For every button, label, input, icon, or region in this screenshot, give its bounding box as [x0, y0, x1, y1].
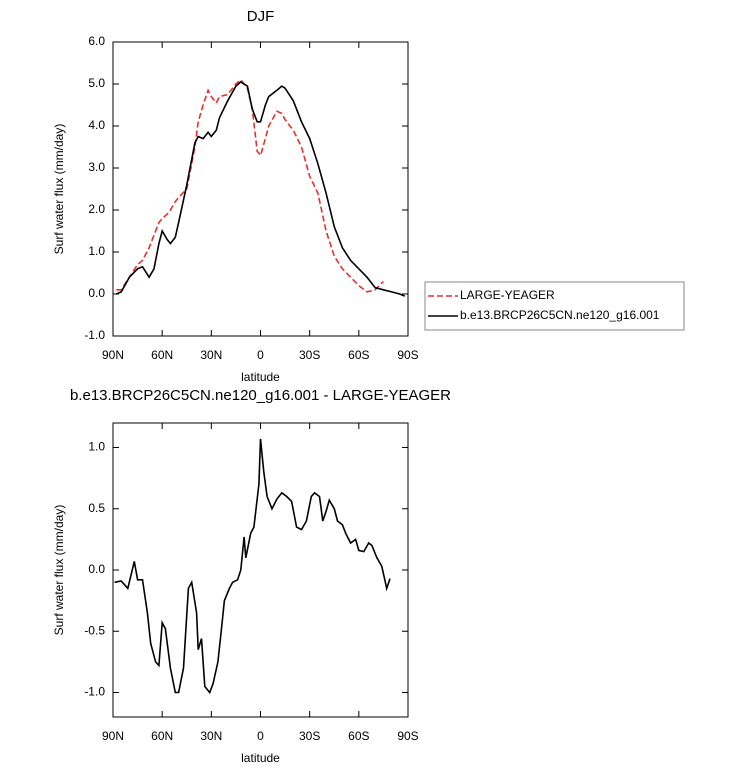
- y-tick-label: 0.0: [88, 562, 105, 576]
- x-tick-label: 0: [257, 348, 264, 362]
- y-tick-label: 1.0: [88, 440, 105, 454]
- y-tick-label: -0.5: [84, 623, 105, 637]
- y-tick-label: 4.0: [88, 118, 105, 132]
- legend-box: [424, 281, 685, 331]
- x-tick-label: 90S: [397, 729, 418, 743]
- x-tick-label: 60S: [348, 348, 369, 362]
- x-tick-label: 30S: [299, 348, 320, 362]
- y-tick-label: 6.0: [88, 34, 105, 48]
- y-tick-label: 1.0: [88, 244, 105, 258]
- x-tick-label: 30S: [299, 729, 320, 743]
- x-tick-label: 90S: [397, 348, 418, 362]
- legend-label: LARGE-YEAGER: [460, 288, 555, 302]
- x-tick-label: 90N: [102, 348, 124, 362]
- legend-label: b.e13.BRCP26C5CN.ne120_g16.001: [460, 308, 660, 322]
- x-axis-label: latitude: [241, 370, 280, 384]
- plot-frame: [112, 422, 409, 718]
- y-tick-label: -1.0: [84, 685, 105, 699]
- data-line: [116, 78, 384, 293]
- data-line: [115, 80, 406, 297]
- y-tick-label: 3.0: [88, 160, 105, 174]
- chart-title: DJF: [247, 8, 275, 25]
- x-tick-label: 30N: [200, 729, 222, 743]
- chart-title: b.e13.BRCP26C5CN.ne120_g16.001 - LARGE-Y…: [70, 387, 451, 404]
- y-tick-label: 2.0: [88, 202, 105, 216]
- x-tick-label: 0: [257, 729, 264, 743]
- y-axis-label: Surf water flux (mm/day): [52, 505, 66, 636]
- y-tick-label: 0.5: [88, 501, 105, 515]
- x-axis-label: latitude: [241, 751, 280, 765]
- y-axis-label: Surf water flux (mm/day): [52, 124, 66, 255]
- x-tick-label: 60S: [348, 729, 369, 743]
- x-tick-label: 60N: [151, 729, 173, 743]
- x-tick-label: 90N: [102, 729, 124, 743]
- x-tick-label: 60N: [151, 348, 173, 362]
- x-tick-label: 30N: [200, 348, 222, 362]
- y-tick-label: 5.0: [88, 76, 105, 90]
- y-tick-label: -1.0: [84, 328, 105, 342]
- plot-frame: [112, 41, 409, 337]
- data-line: [114, 438, 391, 695]
- y-tick-label: 0.0: [88, 286, 105, 300]
